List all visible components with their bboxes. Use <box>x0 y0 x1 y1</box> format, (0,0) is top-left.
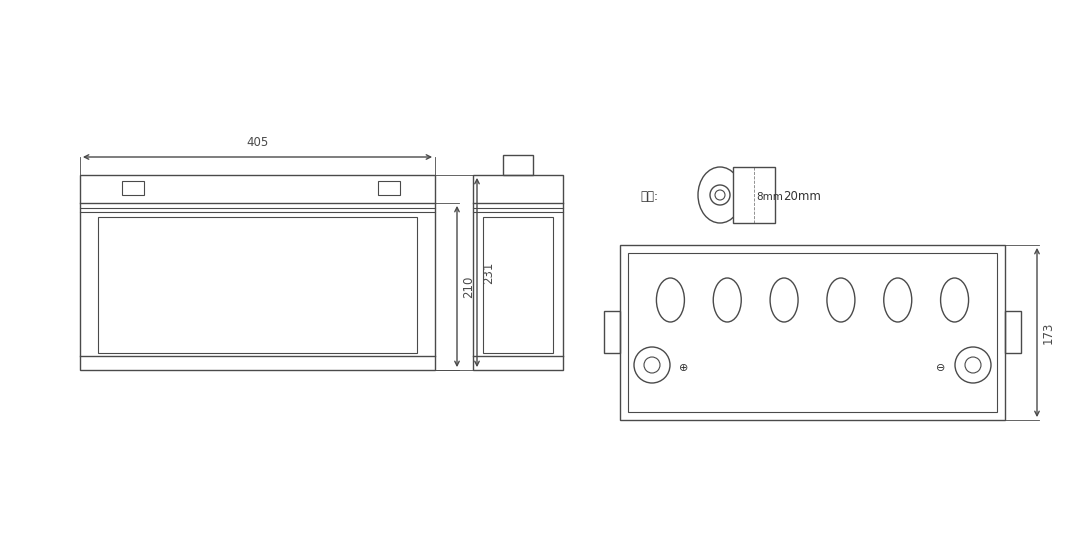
Text: 231: 231 <box>482 262 495 284</box>
Bar <box>604 311 620 353</box>
Text: 20mm: 20mm <box>783 190 821 203</box>
Bar <box>503 155 534 175</box>
Text: ⊖: ⊖ <box>936 363 946 373</box>
Bar <box>1005 311 1021 353</box>
Text: 405: 405 <box>246 136 269 149</box>
Text: 173: 173 <box>1042 321 1055 344</box>
Bar <box>473 175 563 370</box>
Circle shape <box>715 190 725 200</box>
Bar <box>80 175 435 370</box>
Circle shape <box>710 185 730 205</box>
Bar <box>483 217 553 353</box>
Bar <box>733 167 775 223</box>
Bar <box>620 245 1005 420</box>
Text: ⊕: ⊕ <box>679 363 689 373</box>
Ellipse shape <box>698 167 742 223</box>
Text: 8mm: 8mm <box>756 192 783 202</box>
Bar <box>98 217 417 353</box>
Text: 210: 210 <box>462 276 475 298</box>
Bar <box>627 253 997 412</box>
Bar <box>378 181 400 195</box>
Text: 端子:: 端子: <box>640 190 658 203</box>
Bar <box>122 181 144 195</box>
